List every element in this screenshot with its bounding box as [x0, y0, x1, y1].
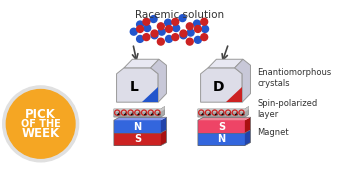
Text: N: N	[217, 134, 225, 144]
Polygon shape	[114, 107, 165, 117]
Text: N: N	[133, 122, 141, 132]
Circle shape	[158, 28, 165, 35]
Circle shape	[130, 28, 137, 35]
Circle shape	[137, 26, 144, 33]
Polygon shape	[114, 133, 161, 146]
Polygon shape	[114, 107, 165, 112]
Circle shape	[173, 25, 179, 32]
Polygon shape	[235, 59, 250, 102]
Polygon shape	[114, 117, 167, 120]
Circle shape	[143, 18, 150, 25]
Polygon shape	[198, 107, 249, 117]
Polygon shape	[161, 130, 167, 146]
Circle shape	[186, 38, 193, 45]
Polygon shape	[151, 59, 166, 102]
Circle shape	[3, 86, 79, 162]
Polygon shape	[245, 117, 250, 133]
Circle shape	[166, 36, 172, 42]
Text: S: S	[134, 134, 141, 144]
Circle shape	[151, 32, 158, 39]
Polygon shape	[198, 133, 245, 146]
Polygon shape	[208, 59, 243, 68]
Circle shape	[150, 16, 157, 22]
Polygon shape	[124, 59, 159, 68]
Polygon shape	[198, 117, 250, 120]
Text: L: L	[129, 80, 139, 94]
Circle shape	[151, 30, 158, 37]
Circle shape	[201, 34, 208, 41]
Polygon shape	[114, 120, 161, 133]
Circle shape	[187, 29, 194, 36]
Circle shape	[166, 26, 172, 33]
Text: WEEK: WEEK	[22, 127, 60, 140]
Circle shape	[202, 26, 209, 33]
Circle shape	[172, 34, 179, 41]
Polygon shape	[161, 117, 167, 133]
Circle shape	[165, 19, 171, 26]
Polygon shape	[142, 87, 158, 102]
Circle shape	[180, 30, 187, 37]
Text: Racemic solution: Racemic solution	[135, 10, 224, 20]
Text: Magnet: Magnet	[258, 128, 289, 137]
Circle shape	[194, 36, 201, 43]
Circle shape	[172, 18, 179, 25]
Polygon shape	[198, 107, 249, 112]
Circle shape	[201, 18, 208, 25]
Text: Spin-polarized
layer: Spin-polarized layer	[258, 99, 318, 119]
Circle shape	[6, 90, 75, 158]
Circle shape	[179, 15, 186, 22]
Circle shape	[137, 21, 144, 28]
Circle shape	[144, 25, 151, 32]
Circle shape	[194, 26, 201, 33]
Polygon shape	[245, 130, 250, 146]
Polygon shape	[117, 68, 158, 102]
Circle shape	[186, 23, 193, 30]
Circle shape	[137, 36, 144, 42]
Text: S: S	[218, 122, 225, 132]
Circle shape	[180, 32, 187, 39]
Polygon shape	[226, 87, 242, 102]
Circle shape	[158, 38, 164, 45]
Circle shape	[143, 34, 150, 41]
Text: PICK: PICK	[25, 108, 56, 121]
Polygon shape	[198, 120, 245, 133]
Circle shape	[194, 20, 200, 27]
Circle shape	[158, 23, 164, 30]
Text: Enantiomorphous
crystals: Enantiomorphous crystals	[258, 68, 332, 88]
Polygon shape	[200, 68, 242, 102]
Text: D: D	[212, 80, 224, 94]
Text: OF THE: OF THE	[21, 119, 61, 129]
